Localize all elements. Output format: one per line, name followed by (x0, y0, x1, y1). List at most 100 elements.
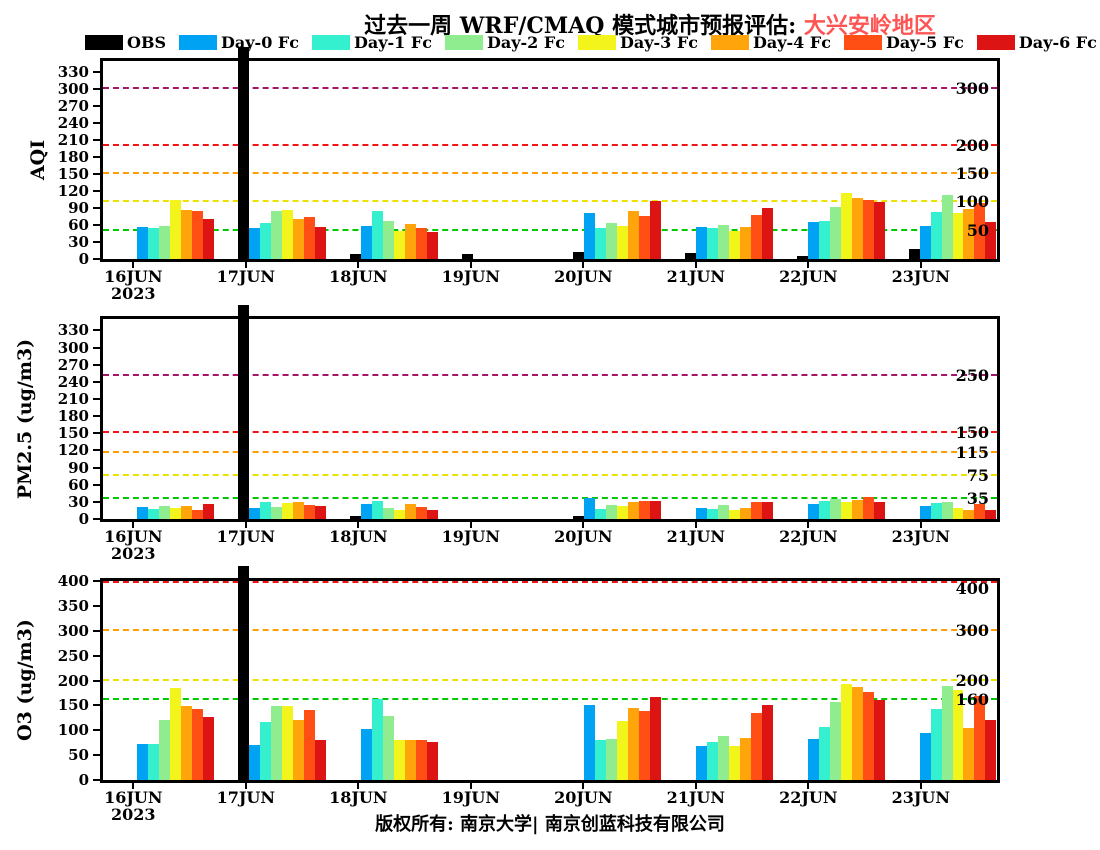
legend-label-day6: Day-6 Fc (1018, 33, 1097, 52)
bar-day6-22JUN (873, 202, 885, 259)
x-tick (807, 262, 810, 268)
y-tick-label: 30 (68, 233, 89, 252)
bar-day5-21JUN (750, 712, 762, 780)
x-tick (807, 783, 810, 789)
bar-day4-20JUN (628, 210, 640, 259)
bar-group-21JUN (662, 581, 774, 780)
guideline-250 (103, 374, 997, 377)
bar-day4-22JUN (851, 500, 863, 519)
bar-day1-17JUN (260, 722, 272, 780)
day0-swatch-icon (179, 35, 218, 50)
bar-day1-23JUN (930, 503, 942, 519)
bar-group-16JUN (103, 319, 215, 519)
bar-day1-21JUN (707, 742, 719, 780)
bar-day4-18JUN (404, 223, 416, 259)
legend-item-day4: Day-4 Fc (710, 33, 831, 52)
y-tick-label: 210 (57, 390, 89, 408)
bar-group-17JUN (215, 304, 327, 519)
bar-day3-22JUN (840, 684, 852, 780)
bar-day4-22JUN (851, 686, 863, 780)
legend-item-day5: Day-5 Fc (843, 33, 964, 52)
bar-day2-18JUN (382, 508, 394, 519)
bar-day0-17JUN (249, 744, 261, 780)
x-tick-label: 19JUN (441, 527, 501, 546)
bar-day2-22JUN (829, 702, 841, 780)
x-tick-label: 22JUN (779, 267, 838, 286)
bar-group-23JUN (885, 61, 997, 259)
y-tick-label: 150 (57, 165, 89, 184)
bar-day0-21JUN (696, 745, 708, 780)
x-tick (582, 522, 585, 528)
bar-day4-21JUN (739, 508, 751, 519)
bar-day0-22JUN (807, 738, 819, 780)
guideline-value-label: 150 (955, 164, 989, 184)
y-tick (93, 207, 101, 210)
bar-day1-21JUN (707, 508, 719, 519)
guideline-value-label: 160 (955, 690, 989, 710)
bar-obs-18JUN (349, 254, 361, 259)
y-tick (93, 88, 101, 91)
bar-day4-18JUN (404, 503, 416, 519)
bar-day3-20JUN (617, 226, 629, 259)
bar-day0-16JUN (137, 507, 149, 519)
guideline-value-label: 75 (966, 466, 989, 486)
y-tick (93, 779, 101, 781)
bar-day5-18JUN (415, 507, 427, 519)
y-tick-label: 30 (68, 492, 89, 511)
bar-day3-21JUN (729, 231, 740, 259)
bar-day2-21JUN (718, 735, 729, 780)
y-tick (93, 258, 101, 260)
x-tick (357, 262, 360, 268)
bar-day3-20JUN (617, 505, 629, 519)
day3-swatch-icon (577, 35, 616, 50)
y-tick (93, 704, 101, 707)
bar-day4-22JUN (851, 197, 863, 259)
bar-day0-23JUN (919, 226, 931, 259)
y-tick (93, 241, 101, 244)
y-tick (93, 224, 101, 227)
bar-day6-20JUN (650, 500, 662, 519)
x-tick-label: 17JUN (216, 788, 276, 807)
bar-day3-22JUN (840, 502, 852, 519)
bar-day1-18JUN (371, 699, 383, 780)
y-tick-label: 240 (57, 114, 89, 133)
bar-day1-20JUN (595, 508, 607, 519)
bar-obs-19JUN (461, 254, 473, 259)
bar-day2-21JUN (718, 504, 729, 519)
bar-day1-23JUN (930, 212, 942, 259)
x-tick-label: 18JUN (329, 527, 388, 546)
y-tick (93, 500, 101, 503)
y-tick (93, 122, 101, 125)
page-title: 过去一周 WRF/CMAQ 模式城市预报评估: 大兴安岭地区 (200, 8, 1100, 40)
guideline-300 (103, 87, 997, 90)
y-tick (93, 415, 101, 418)
bar-day5-21JUN (750, 501, 762, 519)
bar-day2-20JUN (606, 738, 618, 780)
bar-day5-22JUN (862, 692, 874, 780)
x-tick (694, 783, 697, 789)
x-axis-year-label: 2023 (111, 805, 156, 824)
y-tick (93, 190, 101, 193)
bar-day3-18JUN (393, 740, 405, 780)
x-tick (469, 522, 472, 528)
x-tick (244, 783, 247, 789)
legend-label-day5: Day-5 Fc (885, 33, 964, 52)
copyright-footer: 版权所有: 南京大学| 南京创蓝科技有限公司 (375, 814, 725, 835)
y-tick (93, 71, 101, 74)
y-tick (93, 754, 101, 757)
guideline-value-label: 200 (955, 135, 989, 155)
bar-day0-17JUN (249, 227, 261, 259)
day6-swatch-icon (976, 35, 1015, 50)
y-tick (93, 156, 101, 159)
bar-day0-18JUN (360, 503, 372, 519)
x-tick (469, 262, 472, 268)
y-tick (93, 329, 101, 332)
bar-group-20JUN (550, 319, 662, 519)
bar-day5-22JUN (862, 199, 874, 259)
bar-day1-20JUN (595, 228, 607, 259)
guideline-value-label: 300 (955, 620, 989, 640)
x-tick (582, 262, 585, 268)
bar-day6-21JUN (761, 208, 773, 259)
x-axis-year-label: 2023 (111, 544, 156, 563)
